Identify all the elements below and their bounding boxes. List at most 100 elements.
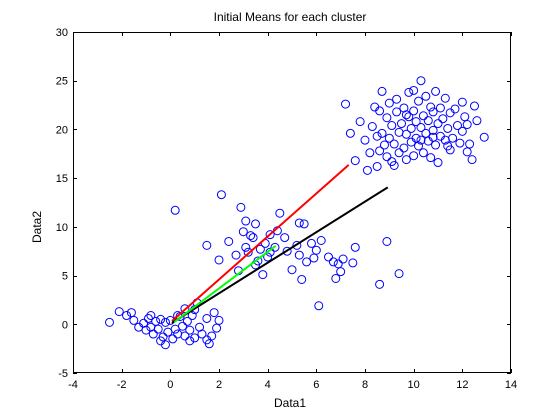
data-point [178, 321, 187, 331]
data-point [375, 106, 385, 116]
data-point [406, 123, 416, 133]
data-point [190, 333, 200, 343]
data-point [401, 155, 411, 165]
data-point [377, 128, 387, 138]
data-point [401, 110, 411, 120]
axes-box [73, 32, 511, 373]
data-point [328, 257, 338, 267]
x-tick-label: -4 [68, 379, 78, 391]
data-point [302, 257, 312, 267]
data-point [377, 86, 387, 96]
data-point [270, 242, 280, 252]
data-point [182, 316, 192, 326]
data-point [465, 139, 475, 149]
data-point [287, 265, 297, 275]
data-point [418, 111, 428, 121]
x-tick-label: 6 [313, 379, 319, 391]
x-tick-label: 12 [456, 379, 468, 391]
data-point [394, 148, 404, 158]
data-point [224, 236, 234, 246]
data-point [341, 99, 351, 109]
data-point [248, 233, 258, 243]
data-point [360, 135, 370, 145]
data-point [316, 236, 326, 245]
data-point [367, 122, 377, 132]
data-point [251, 219, 260, 229]
data-point [197, 329, 207, 339]
x-tick-label: -2 [117, 379, 127, 391]
data-point [443, 141, 453, 151]
data-point [280, 233, 290, 243]
data-point [472, 116, 482, 126]
data-point [241, 216, 251, 226]
data-point [350, 156, 360, 166]
data-point [216, 190, 226, 200]
data-point [372, 161, 382, 171]
data-point [455, 138, 465, 148]
data-point [185, 325, 195, 335]
data-point [209, 308, 219, 318]
data-point [265, 230, 275, 240]
data-point [314, 301, 324, 311]
data-point [428, 132, 438, 142]
y-tick-label: -5 [58, 368, 68, 380]
data-point [243, 247, 253, 257]
x-tick-label: 10 [408, 379, 420, 391]
data-point [236, 202, 246, 212]
data-point [114, 307, 124, 317]
data-point [333, 259, 343, 269]
data-point [438, 114, 448, 124]
data-point [470, 101, 479, 111]
data-point [392, 94, 402, 104]
data-point [409, 106, 419, 116]
mean-line [173, 244, 277, 323]
data-point [212, 323, 222, 333]
data-point [418, 148, 428, 158]
mean-line [171, 164, 350, 322]
data-point [462, 120, 472, 130]
chart-title: Initial Means for each cluster [214, 10, 367, 24]
y-tick-label: 5 [62, 271, 68, 283]
data-point [324, 252, 333, 262]
data-point [294, 250, 304, 260]
plot-background [73, 32, 511, 373]
data-point [338, 254, 348, 264]
data-point [309, 253, 319, 263]
data-point [409, 151, 419, 161]
data-point [426, 102, 436, 112]
data-point [389, 139, 399, 149]
data-point [457, 126, 467, 136]
data-point [185, 336, 195, 346]
data-point [294, 218, 304, 228]
data-point [404, 112, 414, 122]
x-tick-label: 4 [265, 379, 271, 391]
data-marks [105, 76, 489, 350]
data-point [421, 91, 431, 101]
data-point [384, 133, 394, 143]
mean-line [171, 186, 389, 324]
data-point [129, 315, 139, 325]
data-point [382, 236, 392, 246]
data-point [435, 103, 445, 113]
data-point [297, 274, 307, 284]
data-point [345, 128, 355, 138]
data-point [126, 308, 136, 318]
data-point [450, 104, 460, 114]
data-point [255, 244, 265, 254]
plot-area [73, 32, 511, 373]
data-point [202, 335, 212, 345]
data-point [275, 208, 285, 218]
y-axis-label: Data2 [30, 211, 44, 243]
data-point [180, 331, 190, 341]
data-point [379, 140, 389, 150]
data-point [457, 97, 467, 107]
y-tick-label: 25 [56, 76, 68, 88]
data-point [411, 133, 421, 143]
data-point [148, 329, 158, 339]
x-axis-label: Data1 [274, 396, 306, 410]
data-point [292, 240, 302, 250]
data-point [146, 311, 156, 321]
data-point [331, 273, 341, 283]
data-point [467, 155, 477, 165]
